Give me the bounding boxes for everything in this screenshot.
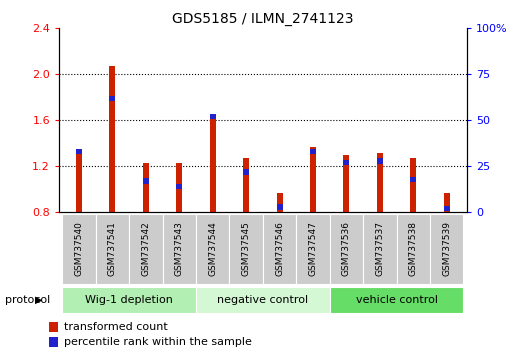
- Text: GSM737538: GSM737538: [409, 221, 418, 276]
- Bar: [109, 66, 115, 212]
- Bar: [277, 193, 283, 212]
- FancyBboxPatch shape: [129, 214, 163, 284]
- Text: GSM737543: GSM737543: [175, 221, 184, 276]
- FancyBboxPatch shape: [363, 214, 397, 284]
- Bar: [49, 322, 58, 332]
- Bar: [176, 184, 182, 189]
- Bar: [210, 114, 216, 119]
- FancyBboxPatch shape: [263, 214, 297, 284]
- Text: protocol: protocol: [5, 295, 50, 305]
- Bar: [377, 153, 383, 212]
- Bar: [444, 193, 450, 212]
- Bar: [344, 155, 349, 212]
- FancyBboxPatch shape: [63, 214, 96, 284]
- Bar: [410, 158, 417, 212]
- Text: GSM737541: GSM737541: [108, 221, 117, 276]
- Bar: [243, 158, 249, 212]
- Text: ▶: ▶: [35, 295, 43, 305]
- Bar: [76, 149, 82, 154]
- Text: vehicle control: vehicle control: [356, 295, 438, 305]
- Text: percentile rank within the sample: percentile rank within the sample: [64, 337, 252, 347]
- FancyBboxPatch shape: [330, 214, 363, 284]
- Title: GDS5185 / ILMN_2741123: GDS5185 / ILMN_2741123: [172, 12, 353, 26]
- Text: GSM737546: GSM737546: [275, 221, 284, 276]
- Bar: [243, 169, 249, 175]
- Text: GSM737540: GSM737540: [74, 221, 84, 276]
- Bar: [143, 163, 149, 212]
- FancyBboxPatch shape: [96, 214, 129, 284]
- Text: GSM737545: GSM737545: [242, 221, 251, 276]
- Text: GSM737547: GSM737547: [308, 221, 318, 276]
- Bar: [109, 96, 115, 101]
- FancyBboxPatch shape: [330, 287, 463, 313]
- Text: GSM737537: GSM737537: [376, 221, 384, 276]
- Bar: [377, 158, 383, 164]
- Bar: [49, 337, 58, 347]
- Text: negative control: negative control: [218, 295, 308, 305]
- FancyBboxPatch shape: [196, 214, 229, 284]
- Bar: [176, 163, 182, 212]
- Text: GSM737542: GSM737542: [142, 221, 150, 276]
- FancyBboxPatch shape: [196, 287, 330, 313]
- Text: GSM737544: GSM737544: [208, 221, 218, 276]
- FancyBboxPatch shape: [430, 214, 463, 284]
- Text: GSM737539: GSM737539: [442, 221, 451, 276]
- Text: Wig-1 depletion: Wig-1 depletion: [85, 295, 173, 305]
- Bar: [143, 178, 149, 184]
- Text: GSM737536: GSM737536: [342, 221, 351, 276]
- FancyBboxPatch shape: [63, 287, 196, 313]
- Bar: [210, 117, 216, 212]
- FancyBboxPatch shape: [397, 214, 430, 284]
- Bar: [310, 147, 316, 212]
- FancyBboxPatch shape: [163, 214, 196, 284]
- FancyBboxPatch shape: [297, 214, 330, 284]
- Bar: [410, 177, 417, 182]
- Bar: [344, 160, 349, 165]
- Text: transformed count: transformed count: [64, 322, 168, 332]
- FancyBboxPatch shape: [229, 214, 263, 284]
- Bar: [76, 153, 82, 212]
- Bar: [444, 206, 450, 211]
- Bar: [277, 204, 283, 210]
- Bar: [310, 149, 316, 154]
